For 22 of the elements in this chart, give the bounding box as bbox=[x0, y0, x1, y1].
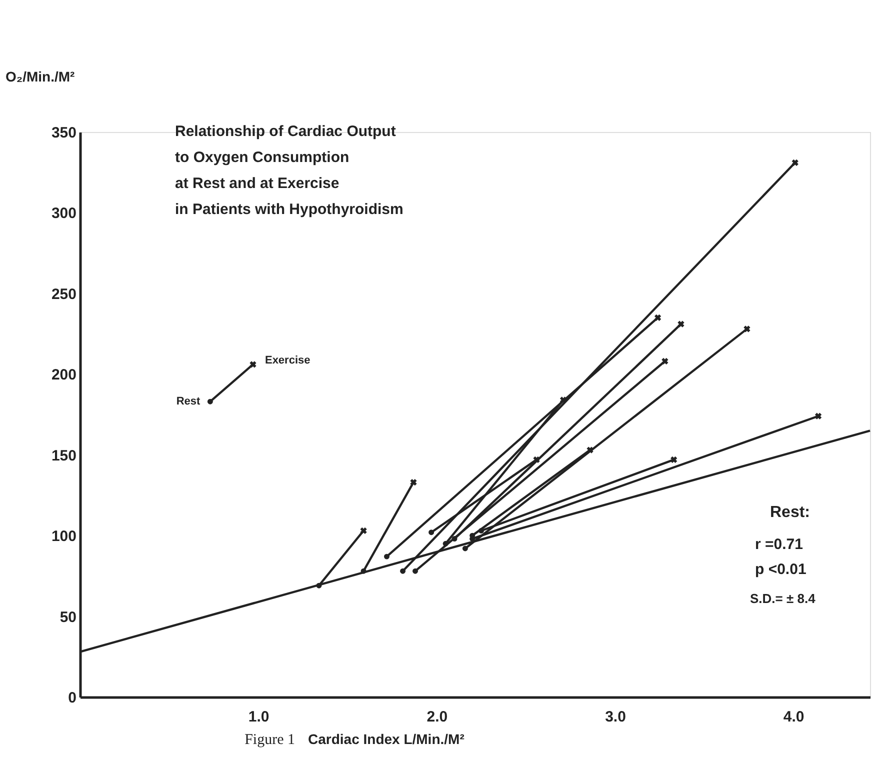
y-tick-label: 250 bbox=[51, 286, 76, 303]
y-tick-label: 100 bbox=[51, 528, 76, 546]
annotation: Rest bbox=[176, 396, 201, 408]
annotation: r =0.71 bbox=[755, 536, 803, 553]
annotation: Exercise bbox=[264, 354, 310, 366]
annotation: p <0.01 bbox=[755, 561, 806, 578]
text: Relationship of Cardiac Output to Oxygen Consumption at Rest and at Exercise in Patients with Hypothyroidism bbox=[175, 123, 404, 218]
caption: Figure 1 bbox=[244, 732, 295, 748]
x-tick-label: 2.0 bbox=[426, 708, 448, 726]
y-tick-label: 50 bbox=[60, 608, 76, 626]
annotation: Rest: bbox=[770, 504, 810, 521]
y-tick-label: 300 bbox=[51, 205, 76, 222]
y-tick-label: 150 bbox=[51, 447, 76, 464]
x-tick-label: 3.0 bbox=[605, 708, 626, 726]
y-axis-title: O₂/Min./M² bbox=[6, 68, 76, 84]
x-tick-label: 1.0 bbox=[248, 708, 270, 726]
annotation: S.D.= ± 8.4 bbox=[750, 591, 816, 606]
x-axis-title: Cardiac Index L/Min./M² bbox=[308, 731, 465, 747]
y-tick-label: 0 bbox=[68, 690, 76, 706]
x-tick-label: 4.0 bbox=[783, 708, 804, 726]
y-tick-label: 350 bbox=[51, 124, 76, 142]
y-tick-label: 200 bbox=[51, 366, 76, 384]
